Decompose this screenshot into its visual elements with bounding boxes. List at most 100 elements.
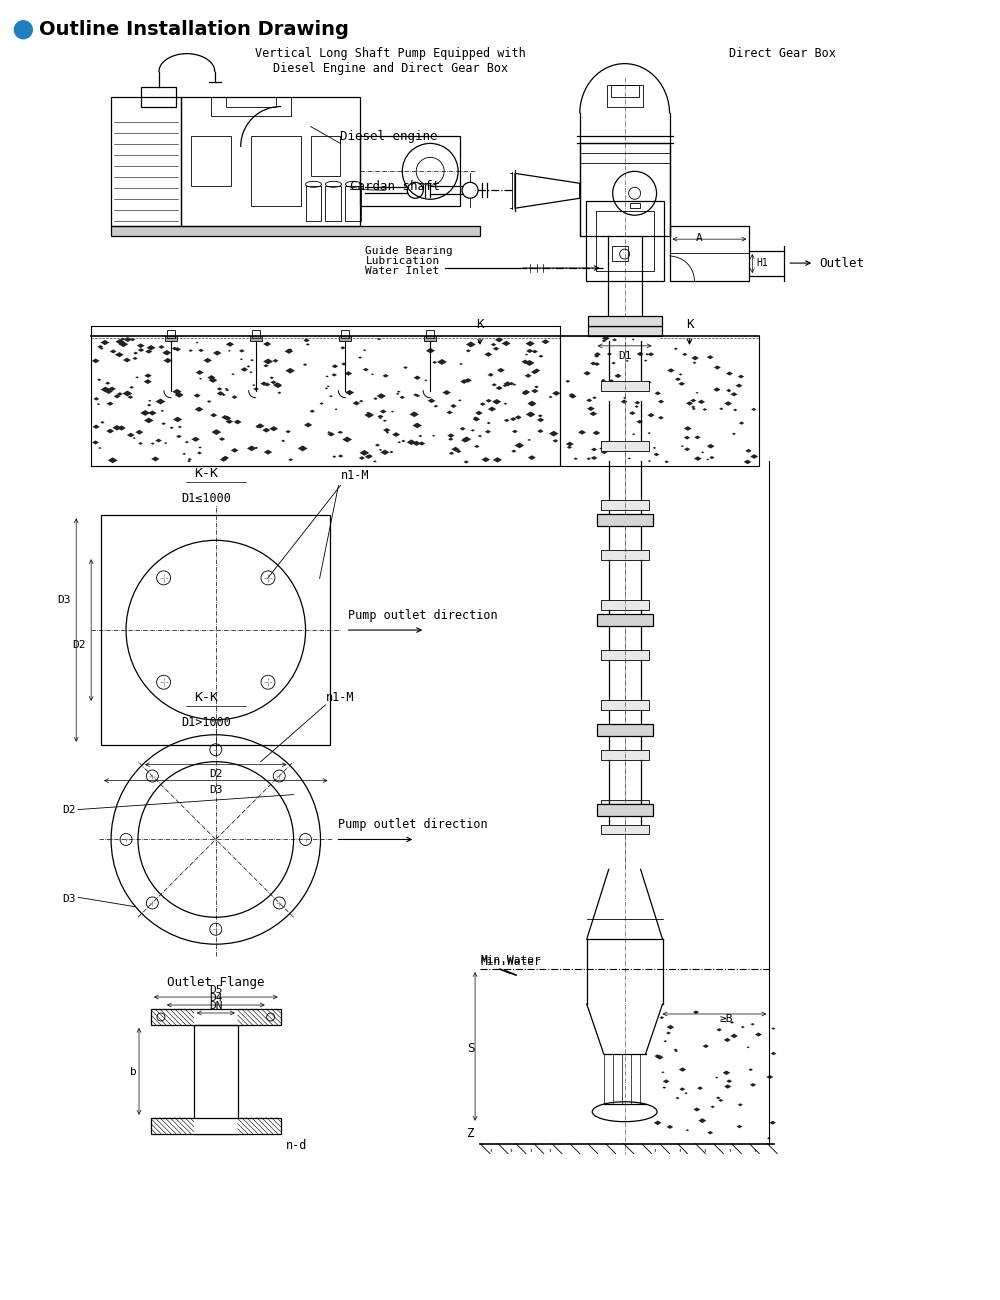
Polygon shape [703, 1044, 709, 1048]
Polygon shape [418, 434, 422, 437]
Polygon shape [690, 399, 696, 403]
Polygon shape [770, 1121, 776, 1124]
Polygon shape [331, 373, 337, 377]
Bar [341, 330, 349, 338]
Polygon shape [144, 373, 152, 378]
Bar [360, 136, 460, 207]
Polygon shape [648, 460, 651, 462]
Polygon shape [97, 344, 103, 348]
Polygon shape [531, 370, 538, 374]
Polygon shape [124, 337, 132, 342]
Polygon shape [654, 391, 661, 395]
Bar [191, 136, 231, 186]
Polygon shape [359, 456, 365, 460]
Polygon shape [147, 344, 156, 351]
Polygon shape [397, 441, 401, 443]
Bar [586, 202, 664, 281]
Polygon shape [679, 1067, 686, 1071]
Polygon shape [456, 450, 462, 454]
Polygon shape [105, 382, 110, 385]
Bar [111, 96, 181, 226]
Polygon shape [400, 395, 405, 399]
Polygon shape [92, 425, 100, 429]
Polygon shape [674, 347, 678, 350]
Polygon shape [718, 1098, 723, 1102]
Polygon shape [226, 419, 233, 424]
Polygon shape [592, 430, 600, 436]
Polygon shape [473, 416, 477, 419]
Text: ': ' [529, 1149, 531, 1158]
Bar [250, 335, 262, 341]
Text: n-d: n-d [286, 1139, 307, 1152]
Polygon shape [225, 387, 228, 390]
Polygon shape [493, 458, 502, 463]
Polygon shape [702, 408, 707, 411]
Text: K: K [686, 318, 693, 332]
Polygon shape [736, 384, 743, 387]
Polygon shape [682, 352, 687, 356]
Polygon shape [407, 439, 416, 445]
Text: Min.Water: Min.Water [480, 957, 541, 967]
Polygon shape [332, 455, 336, 458]
Polygon shape [487, 421, 491, 424]
Polygon shape [255, 425, 260, 428]
Polygon shape [611, 361, 616, 364]
Polygon shape [709, 456, 715, 459]
Polygon shape [327, 385, 330, 387]
Polygon shape [132, 356, 138, 360]
Polygon shape [731, 393, 738, 396]
Text: Outlet Flange: Outlet Flange [167, 976, 265, 989]
Polygon shape [434, 404, 438, 407]
Polygon shape [319, 402, 324, 404]
Polygon shape [220, 458, 227, 461]
Polygon shape [654, 1054, 660, 1058]
Polygon shape [698, 1118, 706, 1123]
Polygon shape [466, 342, 476, 347]
Polygon shape [667, 368, 675, 373]
Polygon shape [158, 344, 165, 348]
Polygon shape [130, 338, 135, 341]
Polygon shape [371, 373, 374, 376]
Text: ': ' [549, 1149, 551, 1158]
Polygon shape [525, 354, 528, 356]
Polygon shape [277, 391, 281, 394]
Bar [597, 515, 653, 527]
Polygon shape [464, 378, 472, 382]
Polygon shape [140, 410, 150, 416]
Polygon shape [93, 396, 99, 400]
Bar [597, 803, 653, 815]
Polygon shape [147, 404, 151, 407]
Polygon shape [108, 458, 118, 463]
Text: ': ' [728, 1149, 731, 1158]
Text: Direct Gear Box: Direct Gear Box [729, 47, 836, 60]
Circle shape [14, 21, 32, 39]
Polygon shape [285, 348, 293, 354]
Polygon shape [493, 347, 499, 351]
Polygon shape [288, 348, 292, 351]
Polygon shape [697, 1087, 703, 1089]
Polygon shape [707, 1131, 713, 1135]
Polygon shape [127, 433, 135, 437]
Polygon shape [681, 445, 684, 447]
Polygon shape [262, 428, 270, 433]
Polygon shape [386, 432, 389, 434]
Polygon shape [684, 1092, 688, 1095]
Polygon shape [538, 415, 543, 417]
Polygon shape [414, 376, 421, 380]
Polygon shape [151, 442, 155, 445]
Polygon shape [424, 380, 427, 381]
Polygon shape [182, 452, 186, 455]
Polygon shape [264, 382, 270, 386]
Polygon shape [412, 441, 421, 446]
Polygon shape [732, 433, 736, 436]
Polygon shape [228, 350, 231, 352]
Polygon shape [160, 410, 164, 412]
Polygon shape [432, 361, 437, 364]
Polygon shape [108, 386, 116, 391]
Polygon shape [766, 1075, 773, 1079]
Polygon shape [521, 360, 529, 364]
Polygon shape [373, 398, 378, 400]
Polygon shape [491, 343, 496, 346]
Polygon shape [726, 389, 731, 391]
Polygon shape [176, 434, 182, 438]
